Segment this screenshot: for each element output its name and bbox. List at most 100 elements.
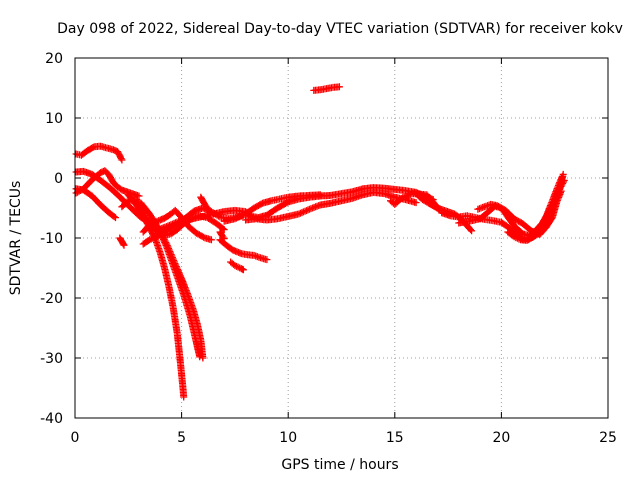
series-arc-top	[72, 142, 126, 164]
y-tick-label: 10	[45, 111, 63, 127]
data-point	[207, 236, 215, 244]
y-tick-label: -20	[40, 291, 63, 307]
data-point	[170, 219, 178, 227]
x-axis-label: GPS time / hours	[281, 457, 398, 473]
data-point	[298, 209, 306, 217]
data-point	[146, 236, 154, 244]
data-point	[388, 198, 396, 206]
y-tick-label: -40	[40, 411, 63, 427]
data-point	[117, 155, 125, 163]
data-point	[405, 191, 413, 199]
x-tick-label: 25	[599, 430, 617, 446]
data-point	[402, 192, 410, 200]
data-point	[537, 221, 545, 229]
data-point	[162, 239, 170, 246]
data-point	[231, 262, 239, 270]
data-point	[400, 193, 408, 201]
data-point	[541, 214, 549, 222]
data-point	[538, 220, 546, 228]
data-point	[176, 217, 184, 225]
data-point	[239, 211, 246, 219]
x-tick-label: 0	[71, 430, 80, 446]
data-point	[539, 218, 547, 226]
series-arc-c	[72, 167, 143, 200]
data-point	[199, 354, 207, 362]
data-point	[231, 215, 239, 223]
series-blip-1	[116, 234, 128, 249]
data-point	[513, 234, 521, 242]
data-point	[233, 262, 240, 270]
data-point	[167, 221, 175, 229]
data-point	[172, 261, 180, 269]
data-point	[296, 209, 304, 217]
data-point	[119, 240, 127, 248]
series-tail-y	[216, 236, 271, 264]
data-point	[547, 200, 555, 208]
data-point	[173, 218, 181, 226]
data-point	[139, 207, 146, 215]
data-point	[295, 210, 303, 218]
data-point	[138, 206, 146, 213]
data-point	[149, 234, 157, 242]
data-point	[468, 227, 476, 235]
data-point	[408, 190, 416, 198]
data-point	[137, 204, 145, 212]
data-point	[232, 214, 240, 222]
series-main-track-lower	[242, 188, 420, 224]
y-tick-label: 0	[54, 171, 63, 187]
data-point	[177, 273, 185, 281]
data-point	[515, 235, 523, 243]
data-point	[118, 156, 126, 164]
data-point	[176, 270, 184, 278]
data-point	[140, 210, 148, 218]
data-marks	[72, 83, 568, 401]
data-point	[219, 233, 227, 241]
data-point	[203, 204, 211, 212]
data-point	[220, 235, 228, 243]
data-point	[168, 254, 176, 261]
data-point	[237, 212, 245, 220]
data-point	[510, 233, 518, 241]
data-point	[173, 264, 181, 272]
data-point	[301, 207, 309, 215]
data-point	[558, 173, 566, 181]
data-point	[120, 241, 128, 249]
x-tick-label: 5	[177, 430, 186, 446]
data-point	[169, 220, 176, 228]
series-main-track-early	[220, 191, 324, 225]
data-point	[167, 249, 174, 257]
data-point	[316, 191, 324, 199]
plot-frame	[74, 57, 609, 419]
series-right-dots	[387, 190, 444, 214]
data-point	[174, 267, 182, 275]
data-point	[234, 263, 242, 271]
data-point	[304, 206, 312, 214]
series-blip-2	[197, 193, 212, 213]
tick-labels: 0 5 10 15 20 25 -40 -30 -20 -10 0 10 20	[40, 51, 617, 446]
data-point	[541, 215, 549, 223]
data-point	[537, 223, 545, 231]
data-point	[540, 217, 548, 225]
series-island-12	[310, 83, 343, 94]
data-point	[239, 266, 247, 274]
series-track-19-22	[474, 187, 565, 238]
data-point	[110, 213, 118, 221]
data-point	[536, 224, 544, 232]
data-point	[406, 190, 414, 198]
data-point	[303, 207, 310, 215]
data-point	[170, 257, 178, 264]
data-point	[554, 183, 562, 191]
data-point	[112, 214, 119, 222]
series-blip-3	[216, 228, 228, 243]
data-point	[200, 233, 208, 241]
data-point	[220, 226, 228, 234]
x-tick-label: 10	[279, 430, 297, 446]
data-point	[558, 174, 565, 182]
series-arc-a	[72, 167, 151, 225]
data-point	[147, 235, 155, 243]
data-point	[234, 213, 242, 221]
x-tick-label: 20	[492, 430, 510, 446]
data-point	[387, 197, 394, 205]
data-point	[467, 226, 474, 234]
